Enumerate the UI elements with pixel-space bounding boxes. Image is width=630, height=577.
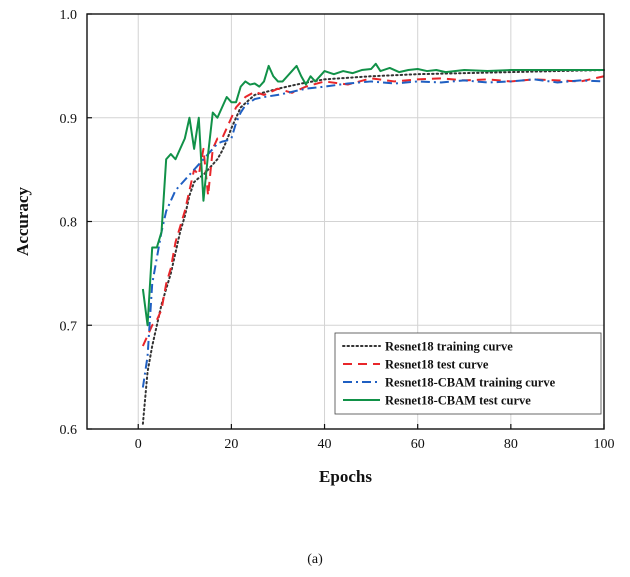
series-line [141, 78, 605, 388]
y-axis-title: Accuracy [13, 187, 32, 256]
figure-caption: (a) [307, 552, 323, 567]
series-line [141, 75, 605, 347]
x-tick-label: 60 [411, 437, 425, 452]
x-tick-label: 40 [318, 437, 332, 452]
x-tick-label: 20 [224, 437, 238, 452]
x-tick-label: 100 [594, 437, 615, 452]
y-tick-label: 0.7 [60, 319, 78, 334]
x-tick-label: 80 [504, 437, 518, 452]
legend: Resnet18 training curve Resnet18 test cur… [334, 332, 602, 415]
x-tick-label: 0 [135, 437, 142, 452]
legend-label: Resnet18-CBAM training curve [385, 376, 556, 390]
y-tick-label: 0.9 [60, 112, 78, 127]
x-axis-title: Epochs [319, 467, 372, 486]
axis-ticks: 0 20 40 60 80 100 0.6 0.7 0.8 0.9 1.0 [60, 8, 615, 452]
legend-label: Resnet18 training curve [385, 340, 513, 354]
series-lines [141, 62, 605, 425]
legend-label: Resnet18-CBAM test curve [385, 394, 531, 408]
legend-label: Resnet18 test curve [385, 358, 489, 372]
y-tick-label: 1.0 [60, 8, 78, 23]
y-tick-label: 0.6 [60, 423, 78, 438]
series-line [141, 62, 604, 327]
y-tick-label: 0.8 [60, 216, 78, 231]
